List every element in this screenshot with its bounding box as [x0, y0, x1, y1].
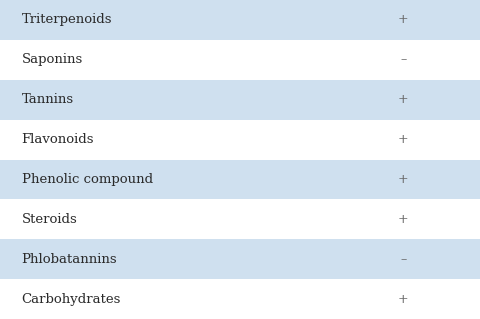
FancyBboxPatch shape [0, 279, 480, 319]
FancyBboxPatch shape [0, 0, 480, 40]
Text: +: + [398, 213, 408, 226]
Text: +: + [398, 173, 408, 186]
Text: Phlobatannins: Phlobatannins [22, 253, 117, 266]
Text: Tannins: Tannins [22, 93, 74, 106]
FancyBboxPatch shape [0, 80, 480, 120]
Text: –: – [400, 53, 407, 66]
FancyBboxPatch shape [0, 160, 480, 199]
Text: –: – [400, 253, 407, 266]
Text: +: + [398, 93, 408, 106]
FancyBboxPatch shape [0, 40, 480, 80]
Text: Phenolic compound: Phenolic compound [22, 173, 153, 186]
Text: Carbohydrates: Carbohydrates [22, 293, 121, 306]
Text: +: + [398, 293, 408, 306]
Text: +: + [398, 13, 408, 26]
Text: Saponins: Saponins [22, 53, 83, 66]
Text: Steroids: Steroids [22, 213, 77, 226]
FancyBboxPatch shape [0, 120, 480, 160]
Text: Flavonoids: Flavonoids [22, 133, 94, 146]
FancyBboxPatch shape [0, 239, 480, 279]
Text: +: + [398, 133, 408, 146]
FancyBboxPatch shape [0, 199, 480, 239]
Text: Triterpenoids: Triterpenoids [22, 13, 112, 26]
